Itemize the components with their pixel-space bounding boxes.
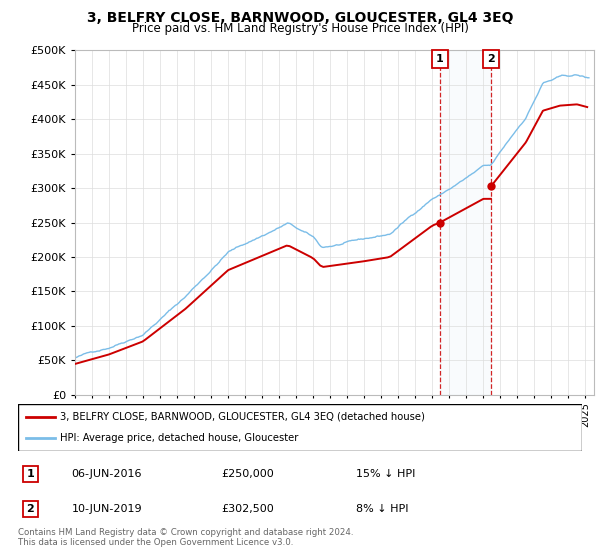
Text: Price paid vs. HM Land Registry's House Price Index (HPI): Price paid vs. HM Land Registry's House … <box>131 22 469 35</box>
Bar <box>440 50 491 395</box>
Text: 06-JUN-2016: 06-JUN-2016 <box>71 469 142 479</box>
Text: 15% ↓ HPI: 15% ↓ HPI <box>356 469 416 479</box>
Text: 1: 1 <box>26 469 34 479</box>
Text: £250,000: £250,000 <box>221 469 274 479</box>
Text: HPI: Average price, detached house, Gloucester: HPI: Average price, detached house, Glou… <box>60 433 299 444</box>
Text: 3, BELFRY CLOSE, BARNWOOD, GLOUCESTER, GL4 3EQ (detached house): 3, BELFRY CLOSE, BARNWOOD, GLOUCESTER, G… <box>60 412 425 422</box>
Text: Contains HM Land Registry data © Crown copyright and database right 2024.
This d: Contains HM Land Registry data © Crown c… <box>18 528 353 547</box>
Text: £302,500: £302,500 <box>221 504 274 514</box>
Text: 2: 2 <box>487 54 495 64</box>
Text: 2: 2 <box>26 504 34 514</box>
Text: 1: 1 <box>436 54 444 64</box>
Text: 8% ↓ HPI: 8% ↓ HPI <box>356 504 409 514</box>
Text: 10-JUN-2019: 10-JUN-2019 <box>71 504 142 514</box>
Text: 3, BELFRY CLOSE, BARNWOOD, GLOUCESTER, GL4 3EQ: 3, BELFRY CLOSE, BARNWOOD, GLOUCESTER, G… <box>87 11 513 25</box>
